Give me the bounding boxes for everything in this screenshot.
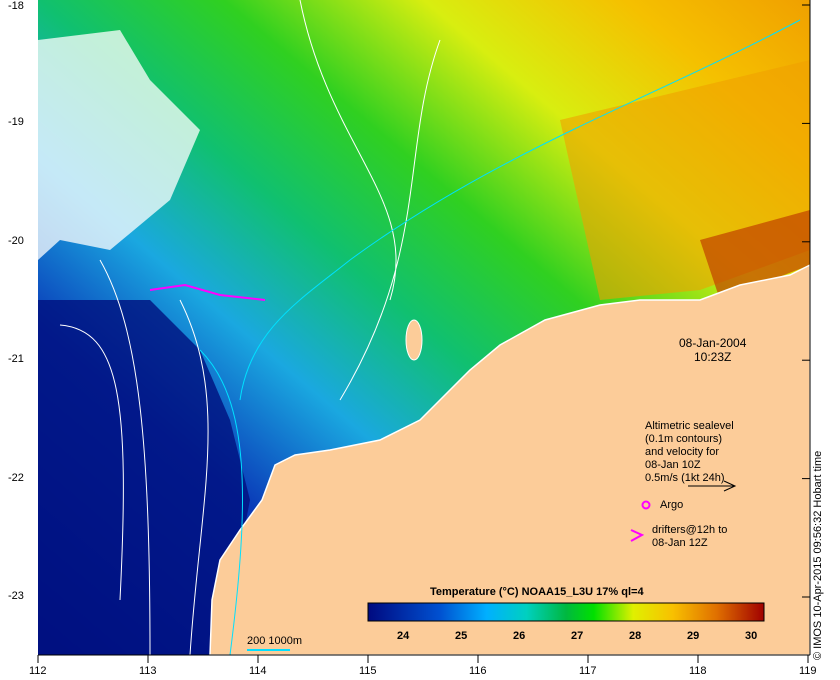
land-mass: [209, 263, 811, 656]
altimetry-note: Altimetric sealevel (0.1m contours) and ve…: [645, 420, 734, 484]
hot-water: [700, 210, 810, 300]
x-tick-label: 114: [249, 665, 267, 677]
colorbar: [367, 602, 765, 622]
isobath-lines: [199, 19, 801, 656]
colorbar-tick-label: 24: [397, 630, 410, 642]
argo-label: Argo: [660, 499, 684, 511]
drifter-icon: [630, 529, 645, 542]
cold-water: [38, 300, 250, 655]
image-date: 08-Jan-2004: [679, 336, 747, 350]
x-tick-label: 115: [359, 665, 377, 677]
x-tick-label: 116: [469, 665, 487, 677]
argo-icon: [641, 500, 651, 510]
y-tick-label: -22: [8, 471, 24, 484]
colorbar-tick-label: 28: [629, 630, 642, 642]
x-tick-label: 119: [799, 665, 817, 677]
image-time: 10:23Z: [694, 350, 732, 364]
y-tick-label: -18: [8, 0, 24, 12]
drifters-label: drifters@12h to 08-Jan 12Z: [652, 524, 728, 549]
x-tick-label: 112: [29, 665, 47, 677]
colorbar-tick-label: 29: [687, 630, 700, 642]
colorbar-tick-label: 27: [571, 630, 584, 642]
scale-label: 200 1000m: [247, 635, 303, 647]
y-tick-label: -21: [8, 353, 24, 366]
y-tick-label: -20: [8, 234, 24, 247]
island: [405, 319, 423, 361]
x-tick-label: 118: [689, 665, 707, 677]
y-tick-label: -19: [8, 116, 24, 129]
colorbar-tick-label: 26: [513, 630, 526, 642]
drifter-tracks: [149, 283, 266, 301]
cloud-mask: [38, 30, 200, 260]
colorbar-tick-label: 25: [455, 630, 468, 642]
credit-text: © IMOS 10-Apr-2015 09:56:32 Hobart time: [812, 450, 824, 660]
sealevel-contours: [59, 0, 441, 656]
colorbar-title: Temperature (°C) NOAA15_L3U 17% ql=4: [430, 586, 644, 598]
x-tick-label: 117: [579, 665, 597, 677]
colorbar-tick-label: 30: [745, 630, 758, 642]
y-tick-label: -23: [8, 590, 24, 602]
x-tick-label: 113: [139, 665, 157, 677]
